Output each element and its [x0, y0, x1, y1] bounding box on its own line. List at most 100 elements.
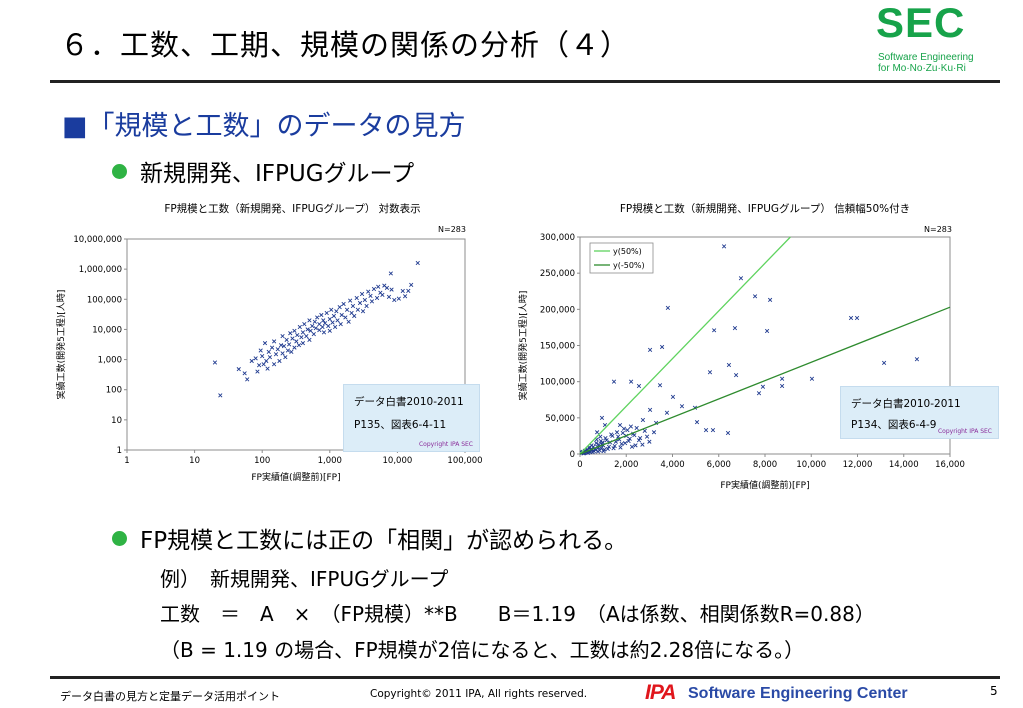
data-point: [590, 450, 595, 455]
data-point: [621, 426, 627, 431]
data-point: [329, 307, 334, 312]
data-point: [854, 315, 860, 321]
legend-label: y(-50%): [613, 261, 645, 270]
data-point: [295, 332, 300, 338]
x-tick-label: 12,000: [843, 460, 873, 470]
chart-title-linear: FP規模と工数（新規開発、IFPUGグループ） 信頼幅50%付き: [619, 203, 911, 215]
data-point: [311, 331, 316, 337]
data-point: [297, 324, 302, 330]
data-point: [300, 341, 306, 346]
legend: [589, 242, 654, 274]
bullet-dot: [112, 531, 127, 546]
x-tick-label: 10,000: [796, 460, 826, 470]
bullet-text-2: FP規模と工数には正の「相関」が認められる。: [140, 528, 628, 554]
y-tick-label: 1,000,000: [79, 265, 122, 275]
y-tick-label: 10,000,000: [73, 235, 122, 245]
data-point: [313, 326, 318, 331]
data-point: [725, 430, 731, 436]
data-point: [629, 444, 635, 449]
data-point: [371, 286, 377, 292]
data-point: [914, 357, 920, 362]
data-point: [617, 422, 623, 428]
data-point: [285, 348, 291, 353]
data-point: [600, 440, 605, 445]
x-tick-label: 6,000: [707, 460, 731, 470]
data-point: [271, 362, 277, 367]
source-note-copyright: Copyright IPA SEC: [937, 428, 992, 435]
data-point: [703, 428, 709, 433]
data-point: [627, 436, 632, 441]
data-point: [779, 376, 785, 381]
source-note: データ白書2010-2011 P135、図表6-4-11 Copyright I…: [343, 384, 480, 452]
data-point: [253, 356, 258, 361]
data-point: [296, 343, 302, 348]
data-point: [622, 441, 628, 446]
scatter-chart-linear: 0 50,000 100,000 150,000 200,000 250,000 300,0…: [517, 225, 965, 491]
data-point: [346, 319, 351, 324]
data-point: [594, 441, 599, 446]
data-point: [341, 301, 346, 307]
footer-copyright: Copyright© 2011 IPA, All rights reserved…: [370, 688, 588, 700]
data-point: [738, 276, 744, 281]
data-point: [374, 295, 380, 301]
data-point: [308, 328, 313, 333]
x-tick-label: 1: [124, 456, 129, 466]
data-point: [388, 271, 393, 276]
data-point: [710, 428, 716, 433]
data-point: [278, 343, 284, 348]
data-point: [339, 312, 344, 318]
sec-logo-line1: Software Engineering: [878, 52, 974, 63]
footer-brand: Software Engineering Center: [688, 685, 908, 702]
data-point: [284, 337, 289, 343]
data-point: [280, 351, 285, 356]
y-tick-label: 1: [117, 446, 122, 456]
y-tick-label: 10,000: [92, 325, 122, 335]
data-point: [369, 299, 375, 304]
y-tick-label: 250,000: [540, 269, 575, 279]
data-point: [756, 391, 762, 396]
x-tick-label: 100,000: [447, 456, 482, 466]
data-point: [618, 445, 623, 450]
data-point: [271, 339, 277, 344]
data-point: [299, 335, 304, 340]
x-tick-label: 4,000: [660, 460, 684, 470]
data-point: [344, 307, 350, 312]
x-tick-label: 16,000: [935, 460, 965, 470]
data-point: [647, 407, 653, 412]
data-point: [619, 441, 624, 446]
data-point: [319, 312, 324, 318]
y-axis-title: 実績工数(開発5工程)[人時]: [517, 291, 529, 401]
sec-logo-mark: SEC: [876, 0, 966, 46]
data-point: [409, 282, 414, 288]
data-point: [609, 432, 614, 437]
data-point: [350, 303, 356, 309]
x-axis-title: FP実績値(調整前)[FP]: [720, 479, 809, 491]
source-note: データ白書2010-2011 P134、図表6-4-9 Copyright IP…: [840, 386, 999, 439]
data-point: [640, 417, 646, 423]
data-point: [236, 367, 241, 372]
bullet-text-1: 新規開発、IFPUGグループ: [140, 161, 415, 187]
sec-logo: SEC Software Engineering for Mo·No·Zu·Ku…: [876, 0, 996, 74]
series-line: [579, 236, 791, 455]
data-point: [355, 307, 360, 312]
data-point: [694, 420, 700, 425]
data-point: [327, 328, 332, 333]
data-point: [292, 345, 297, 350]
y-tick-label: 0: [570, 450, 575, 460]
data-point: [307, 318, 312, 323]
data-point: [612, 443, 617, 449]
data-point: [277, 358, 282, 364]
data-point: [265, 366, 270, 371]
data-point: [352, 313, 357, 319]
data-point: [733, 373, 739, 378]
data-point: [258, 348, 263, 353]
x-tick-label: 2,000: [614, 460, 638, 470]
x-tick-label: 14,000: [889, 460, 919, 470]
data-point: [628, 379, 634, 384]
data-point: [245, 377, 250, 382]
data-point: [611, 379, 617, 384]
data-point: [625, 428, 630, 433]
data-point: [389, 287, 394, 292]
x-tick-label: 10,000: [383, 456, 413, 466]
heading-text: 「規模と工数」のデータの見方: [87, 111, 466, 142]
